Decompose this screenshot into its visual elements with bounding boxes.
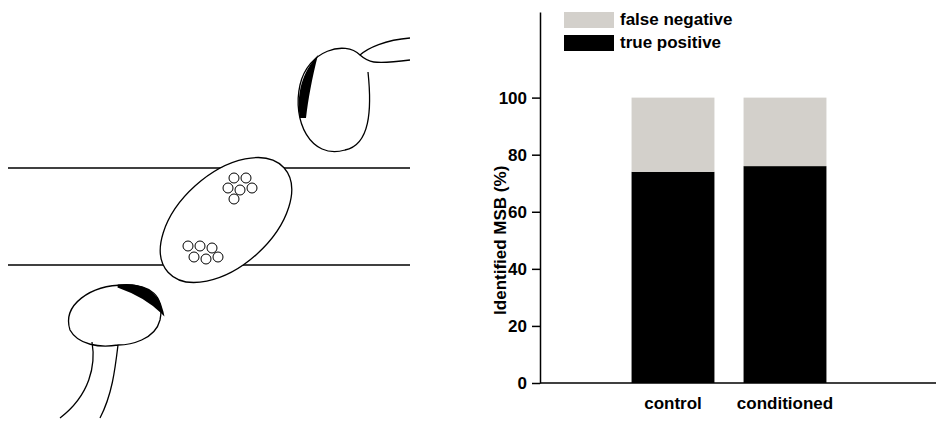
legend-label: false negative (620, 10, 732, 29)
spine (298, 38, 410, 152)
vesicle (229, 173, 239, 183)
y-tick-label: 100 (499, 89, 527, 108)
y-tick: 60 (508, 203, 540, 222)
bar (632, 98, 715, 172)
vesicle (201, 254, 211, 264)
x-tick-label: conditioned (737, 394, 833, 413)
bouton (137, 134, 314, 307)
vesicle (213, 252, 223, 262)
bar (744, 166, 827, 383)
x-tick-label: control (644, 394, 702, 413)
bar (744, 98, 827, 166)
y-tick-mark (532, 212, 540, 214)
y-axis-line (540, 13, 542, 384)
x-tick: conditioned (737, 383, 833, 413)
legend-label: true positive (620, 33, 721, 52)
layer-line (8, 167, 410, 169)
y-tick-mark (532, 97, 540, 99)
vesicle (207, 243, 217, 253)
x-tick: control (644, 383, 702, 413)
vesicle (189, 252, 199, 262)
y-tick-label: 40 (508, 260, 527, 279)
psd (118, 285, 162, 312)
y-tick-label: 0 (518, 374, 527, 393)
y-tick: 100 (499, 89, 540, 108)
y-axis-title: Identified MSB (%) (491, 166, 510, 315)
spine (60, 285, 161, 418)
legend: false negative true positive (564, 10, 732, 52)
bar (632, 172, 715, 383)
y-tick: 20 (508, 317, 540, 336)
legend-swatch (564, 12, 614, 28)
y-tick-mark (532, 383, 540, 385)
synapse-diagram (8, 38, 410, 418)
y-tick-label: 80 (508, 146, 527, 165)
y-tick-mark (532, 326, 540, 328)
y-tick: 40 (508, 260, 540, 279)
vesicle (241, 173, 251, 183)
x-axis: control conditioned (644, 383, 833, 413)
psd (299, 55, 318, 118)
y-tick: 80 (508, 146, 540, 165)
vesicle (229, 194, 239, 204)
vesicle (183, 241, 193, 251)
y-tick-mark (532, 269, 540, 271)
y-tick-mark (532, 154, 540, 156)
vesicle (223, 183, 233, 193)
vesicle (247, 183, 257, 193)
bars (632, 98, 827, 383)
y-tick-label: 60 (508, 203, 527, 222)
x-axis-line (540, 382, 936, 384)
y-tick: 0 (518, 374, 540, 393)
legend-swatch (564, 35, 614, 51)
y-tick-label: 20 (508, 317, 527, 336)
figure: 0 20 40 60 80 100 control conditioned Identified… (0, 0, 944, 444)
vesicle (235, 185, 245, 195)
vesicle (195, 241, 205, 251)
